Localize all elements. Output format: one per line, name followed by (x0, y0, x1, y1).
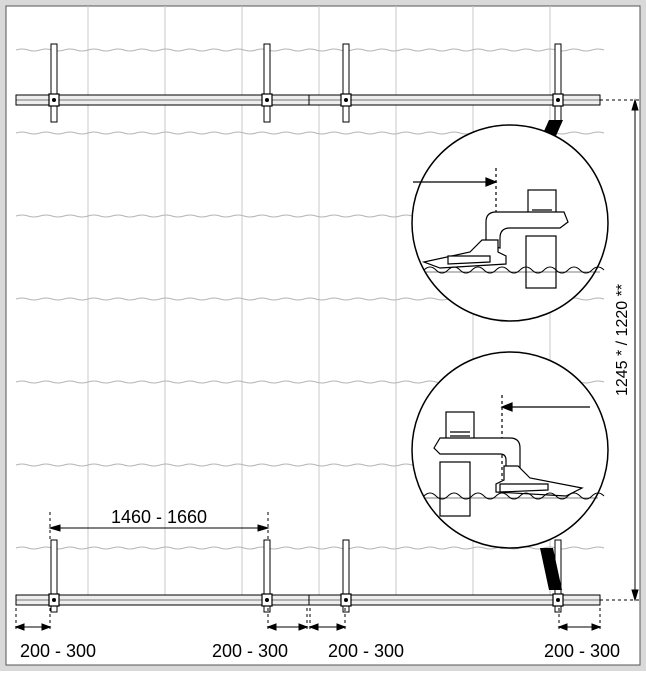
height-dimension (600, 98, 640, 602)
rail-spacing-label: 1460 - 1660 (111, 507, 207, 527)
top-rails (15, 94, 601, 106)
overhang-label-2: 200 - 300 (212, 641, 288, 661)
roof-hook (554, 43, 562, 123)
clamp-bolt (265, 598, 269, 602)
rail-spacing-dimension (48, 512, 270, 540)
clamp-bolt (344, 598, 348, 602)
clamp-bolt (556, 98, 560, 102)
clamp-bolt (52, 598, 56, 602)
roof-tile-wave (15, 48, 605, 52)
overhang-label-4: 200 - 300 (544, 641, 620, 661)
roof-hook (342, 539, 350, 613)
clamp-bolt (265, 98, 269, 102)
clamp-bolt (556, 598, 560, 602)
clamp-bolt (52, 98, 56, 102)
roof-hook (263, 43, 271, 123)
detail-callout-bottom (411, 351, 609, 590)
overhang-label-1: 200 - 300 (20, 641, 96, 661)
overhang-label-3: 200 - 300 (328, 641, 404, 661)
roof-hook (342, 43, 350, 123)
clamp-bolt (344, 98, 348, 102)
roof-hook (263, 539, 271, 613)
overhang-dimensions (14, 608, 602, 632)
detail-callout-top (411, 120, 609, 322)
roof-hook (50, 539, 58, 613)
roof-hook (50, 43, 58, 123)
bottom-rails (15, 594, 601, 606)
panel-height-label: 1245 * / 1220 ** (614, 284, 631, 396)
